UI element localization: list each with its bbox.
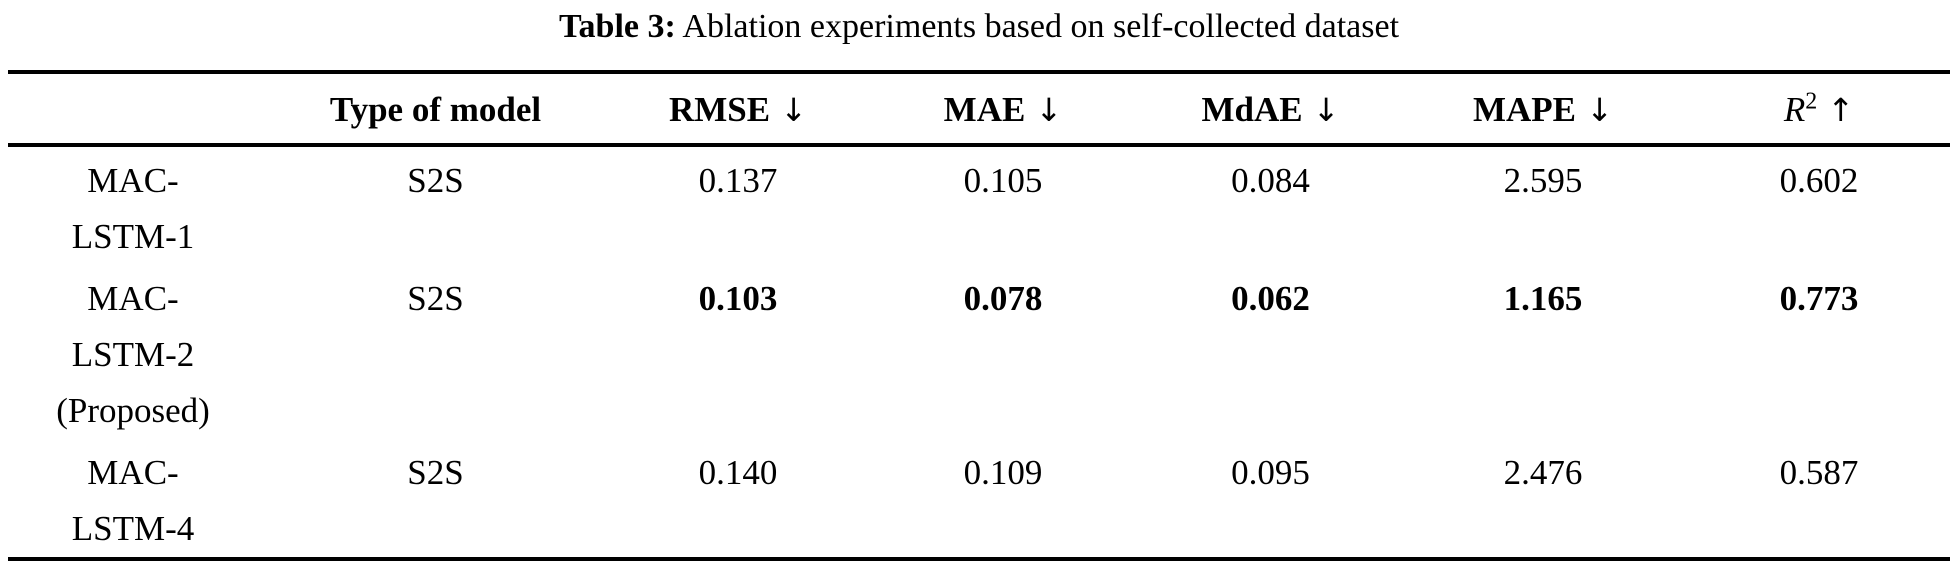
model-name-cell: MAC- LSTM-4: [8, 439, 258, 559]
model-name-line: MAC-: [87, 161, 179, 200]
metric-value-cell: 0.105: [963, 161, 1043, 200]
model-type-cell: S2S: [407, 279, 464, 318]
model-name-line: LSTM-1: [71, 217, 195, 256]
metric-value-cell: 0.587: [1779, 453, 1859, 492]
model-type-cell: S2S: [407, 453, 464, 492]
table-row: MAC- LSTM-1 S2S 0.137 0.105 0.084 2.595 0.602: [8, 145, 1950, 265]
column-header-r: R2 ↑: [1688, 72, 1950, 145]
column-header-mdae: MdAE ↓: [1143, 72, 1398, 145]
metric-value-cell: 1.165: [1503, 279, 1583, 318]
column-header-superscript: 2: [1805, 88, 1818, 115]
metric-value-cell: 0.109: [963, 453, 1043, 492]
column-header-label: Type of model: [329, 90, 542, 129]
column-header-type-of-model: Type of model: [258, 72, 613, 145]
metric-value-cell: 0.602: [1779, 161, 1859, 200]
metric-value-cell: 2.595: [1503, 161, 1583, 200]
column-header-mae: MAE ↓: [863, 72, 1143, 145]
model-name-line: MAC-: [87, 279, 179, 318]
model-name-cell: MAC- LSTM-1: [8, 145, 258, 265]
down-arrow-icon: ↓: [1025, 91, 1063, 129]
column-header-mape: MAPE ↓: [1398, 72, 1688, 145]
metric-value-cell: 0.062: [1231, 279, 1310, 318]
metric-value-cell: 0.084: [1231, 161, 1310, 200]
metric-value-cell: 0.103: [698, 279, 778, 318]
model-name-line: LSTM-4: [71, 509, 195, 548]
table-caption-text: Ablation experiments based on self-colle…: [675, 8, 1400, 45]
column-header-rmse: RMSE ↓: [613, 72, 863, 145]
column-header-label: RMSE: [668, 90, 771, 129]
column-header-model: [8, 72, 258, 145]
ablation-results-table: Type of model RMSE ↓ MAE ↓ MdAE ↓ MAPE ↓ R2 ↑…: [8, 70, 1950, 561]
metric-value-cell: 0.095: [1231, 453, 1310, 492]
metric-value-cell: 2.476: [1503, 453, 1583, 492]
model-name-line: MAC-: [87, 453, 179, 492]
model-name-line: LSTM-2: [71, 335, 195, 374]
model-type-cell: S2S: [407, 161, 464, 200]
down-arrow-icon: ↓: [770, 91, 808, 129]
up-arrow-icon: ↑: [1817, 91, 1855, 129]
metric-value-cell: 0.773: [1779, 279, 1859, 318]
down-arrow-icon: ↓: [1302, 91, 1340, 129]
down-arrow-icon: ↓: [1576, 91, 1614, 129]
model-name-cell: MAC- LSTM-2 (Proposed): [8, 265, 258, 439]
column-header-label: R: [1783, 90, 1806, 129]
metric-value-cell: 0.140: [698, 453, 778, 492]
table-header-row: Type of model RMSE ↓ MAE ↓ MdAE ↓ MAPE ↓ R2 ↑: [8, 72, 1950, 145]
column-header-label: MdAE: [1201, 90, 1303, 129]
metric-value-cell: 0.137: [698, 161, 778, 200]
column-header-label: MAE: [943, 90, 1026, 129]
metric-value-cell: 0.078: [963, 279, 1043, 318]
column-header-label: MAPE: [1472, 90, 1577, 129]
table-row: MAC- LSTM-4 S2S 0.140 0.109 0.095 2.476 0.587: [8, 439, 1950, 559]
table-row: MAC- LSTM-2 (Proposed) S2S 0.103 0.078 0.062 1.…: [8, 265, 1950, 439]
table-body: MAC- LSTM-1 S2S 0.137 0.105 0.084 2.595 0.602 MA…: [8, 145, 1950, 559]
model-name-line: (Proposed): [56, 391, 210, 430]
table-caption: Table 3: Ablation experiments based on s…: [0, 0, 1958, 70]
table-caption-number: Table 3:: [558, 8, 676, 45]
